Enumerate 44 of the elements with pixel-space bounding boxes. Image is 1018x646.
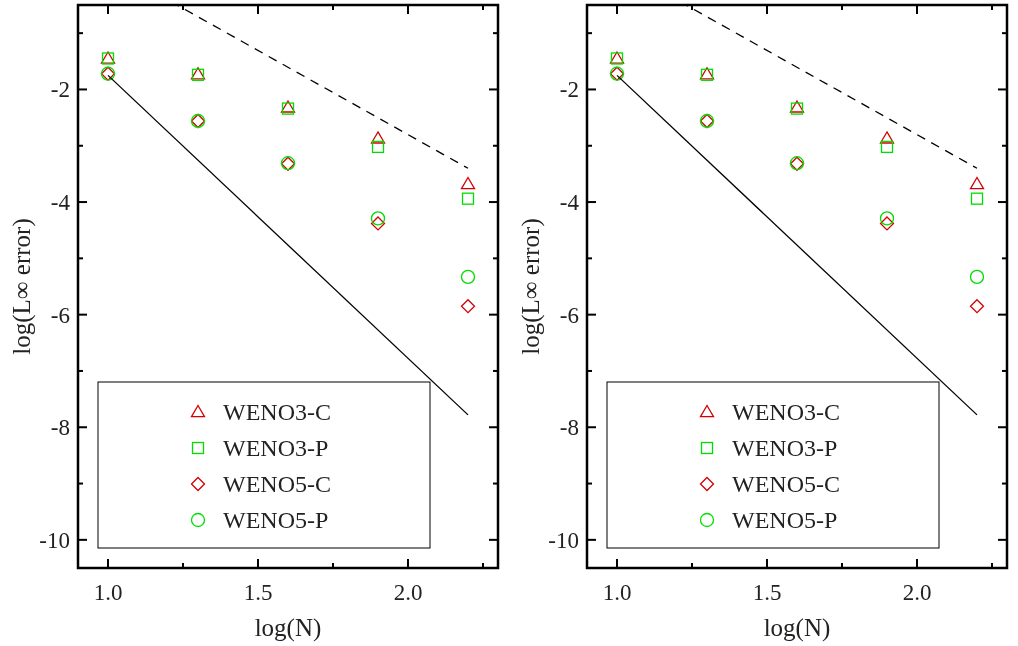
y-tick-label: -6 — [559, 302, 579, 328]
point — [970, 192, 984, 205]
y-tick-label: -4 — [50, 190, 71, 216]
y-tick-label: -2 — [50, 77, 70, 103]
legend-label: WENO5-P — [223, 507, 329, 533]
point — [460, 176, 476, 190]
legend-label: WENO5-C — [732, 471, 840, 497]
y-tick-label: -8 — [559, 415, 579, 441]
y-axis-title: log(L∞ error) — [8, 218, 36, 355]
point — [370, 211, 386, 226]
point — [969, 299, 985, 314]
y-tick-label: -10 — [548, 527, 579, 553]
x-tick-label: 1.5 — [243, 580, 273, 605]
point — [461, 192, 475, 205]
y-axis-title: log(L∞ error) — [517, 218, 545, 355]
point — [371, 140, 385, 154]
x-tick-label: 1.5 — [752, 580, 782, 605]
point — [969, 176, 985, 190]
x-tick-label: 1.0 — [93, 580, 123, 605]
x-axis-title: log(N) — [763, 614, 831, 642]
y-tick-label: -2 — [559, 77, 579, 103]
point — [880, 140, 894, 154]
legend-label: WENO3-P — [223, 435, 329, 461]
legend-label: WENO5-P — [732, 507, 838, 533]
point — [460, 299, 476, 314]
x-tick-label: 2.0 — [902, 580, 932, 605]
legend-label: WENO3-C — [732, 399, 840, 425]
point — [969, 269, 985, 285]
point — [370, 131, 386, 144]
x-tick-label: 1.0 — [602, 580, 632, 605]
point — [879, 216, 895, 231]
x-axis-title: log(N) — [254, 614, 322, 642]
y-tick-label: -6 — [50, 302, 70, 328]
y-tick-label: -8 — [50, 415, 70, 441]
y-tick-label: -4 — [559, 190, 580, 216]
point — [879, 211, 895, 226]
legend-label: WENO3-P — [732, 435, 838, 461]
y-tick-label: -10 — [39, 527, 70, 553]
point — [370, 216, 386, 231]
legend-label: WENO5-C — [223, 471, 331, 497]
point — [460, 269, 476, 285]
x-tick-label: 2.0 — [393, 580, 423, 605]
point — [879, 131, 895, 144]
legend-label: WENO3-C — [223, 399, 331, 425]
